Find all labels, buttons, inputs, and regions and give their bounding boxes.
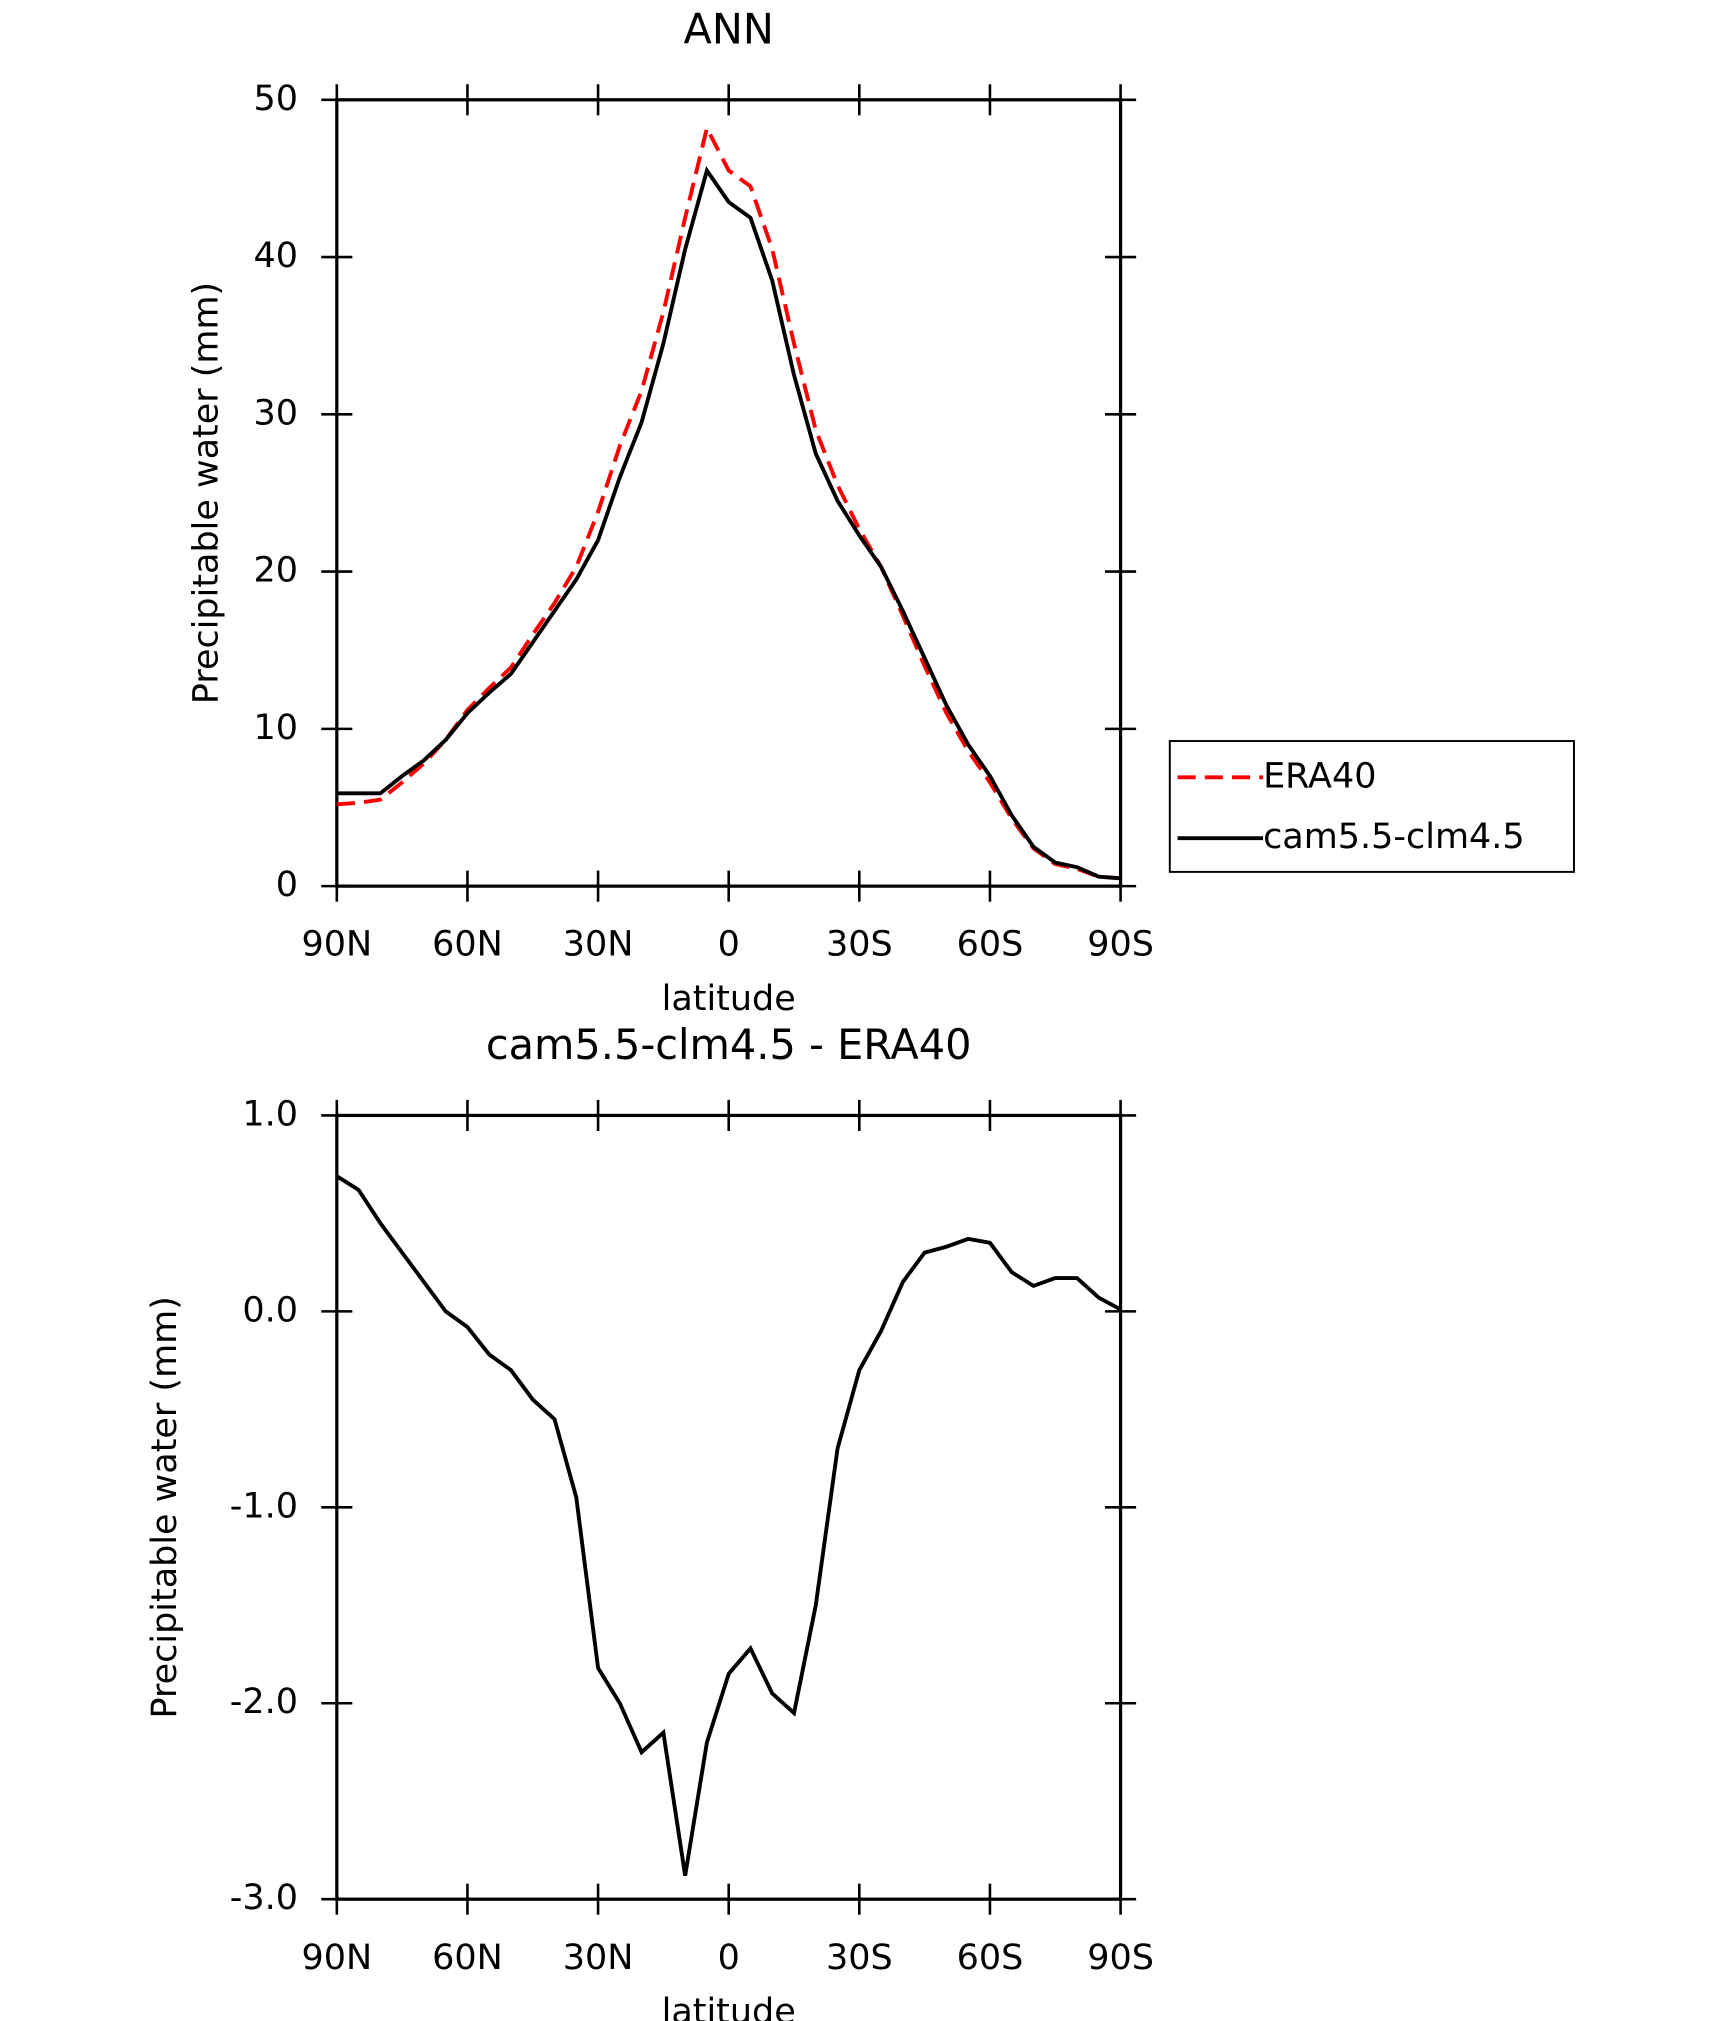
y-tick-label: -3.0 xyxy=(230,1878,298,1918)
chart-title: cam5.5-clm4.5 - ERA40 xyxy=(486,1021,972,1069)
y-tick-label: -2.0 xyxy=(230,1682,298,1722)
chart-title: ANN xyxy=(684,5,774,53)
y-tick-label: 10 xyxy=(253,708,298,748)
y-tick-label: 1.0 xyxy=(242,1094,298,1134)
y-tick-label: 50 xyxy=(253,79,298,119)
x-tick-label: 60S xyxy=(957,925,1024,965)
x-tick-label: 60N xyxy=(432,925,503,965)
x-tick-label: 30N xyxy=(563,1938,634,1978)
y-axis-label: Precipitable water (mm) xyxy=(186,282,226,704)
x-tick-label: 30S xyxy=(826,925,893,965)
plot-frame xyxy=(335,98,1123,888)
x-axis-label: latitude xyxy=(662,979,796,1019)
x-tick-label: 60S xyxy=(957,1938,1024,1978)
y-tick-label: 20 xyxy=(253,551,298,591)
y-tick-label: 0.0 xyxy=(242,1290,298,1330)
y-axis-label: Precipitable water (mm) xyxy=(145,1296,185,1718)
y-tick-label: -1.0 xyxy=(230,1486,298,1526)
legend-label: ERA40 xyxy=(1263,756,1376,796)
data-line xyxy=(336,122,1121,881)
y-tick-label: 0 xyxy=(276,865,298,905)
data-line xyxy=(336,166,1121,881)
x-tick-label: 0 xyxy=(718,1938,740,1978)
legend-label: cam5.5-clm4.5 xyxy=(1263,817,1525,857)
x-axis-label: latitude xyxy=(662,1992,796,2021)
y-tick-label: 40 xyxy=(253,236,298,276)
x-tick-label: 30S xyxy=(826,1938,893,1978)
x-tick-label: 90N xyxy=(301,925,372,965)
y-tick-label: 30 xyxy=(253,393,298,433)
data-line xyxy=(335,1174,1122,1876)
x-tick-label: 60N xyxy=(432,1938,503,1978)
legend-box xyxy=(1168,740,1575,873)
x-tick-label: 90N xyxy=(301,1938,372,1978)
x-tick-label: 90S xyxy=(1087,1938,1154,1978)
plot-frame xyxy=(335,1113,1123,1901)
x-tick-label: 90S xyxy=(1087,925,1154,965)
x-tick-label: 0 xyxy=(718,925,740,965)
x-tick-label: 30N xyxy=(563,925,634,965)
